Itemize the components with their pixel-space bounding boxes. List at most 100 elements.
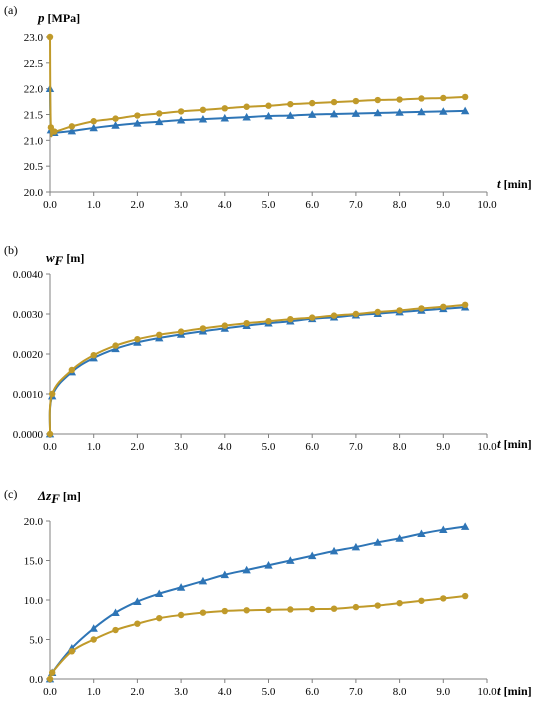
x-tick-label: 3.0 xyxy=(174,441,188,453)
triangle-marker xyxy=(286,556,295,564)
circle-marker xyxy=(418,305,425,312)
circle-marker xyxy=(265,102,272,109)
circle-marker xyxy=(90,352,97,359)
circle-marker xyxy=(287,316,294,323)
circle-marker xyxy=(199,106,207,114)
x-tick-label: 0.0 xyxy=(43,441,57,453)
triangle-marker xyxy=(67,126,77,135)
triangle-marker xyxy=(417,529,426,537)
x-tick-label: 1.0 xyxy=(87,686,101,698)
panel-a-ylabel: p [MPa] xyxy=(37,10,80,25)
triangle-marker xyxy=(329,546,339,555)
y-tick-label: 22.0 xyxy=(24,84,44,96)
triangle-marker xyxy=(439,525,448,534)
circle-marker xyxy=(156,614,163,622)
y-tick-label: 23.0 xyxy=(24,32,44,44)
panel-b: (b) wF [m] t [min] 0.0000 0.0010 0.0020 0.003… xyxy=(4,243,532,453)
circle-marker xyxy=(46,33,54,41)
y-tick-label: 21.5 xyxy=(24,110,44,122)
panel-c: (c) ΔzF [m] t [min] 0.0 5.0 10.0 15.0 20.0 0.0 1… xyxy=(4,487,532,698)
circle-marker xyxy=(440,595,447,602)
circle-marker xyxy=(287,100,294,108)
triangle-marker xyxy=(329,109,339,118)
x-tick-label: 10.0 xyxy=(477,199,497,211)
triangle-marker xyxy=(89,123,98,132)
x-tick-label: 6.0 xyxy=(305,441,319,453)
panel-c-ylabel: ΔzF [m] xyxy=(37,488,81,506)
circle-marker xyxy=(134,620,141,627)
triangle-marker xyxy=(176,115,186,124)
series-triangle-line xyxy=(48,306,466,435)
circle-marker xyxy=(243,320,250,327)
circle-marker xyxy=(46,430,54,438)
circle-marker xyxy=(68,123,76,130)
triangle-marker xyxy=(176,583,186,591)
panel-c-label: (c) xyxy=(4,487,17,501)
y-tick-label: 15.0 xyxy=(24,556,44,568)
triangle-marker xyxy=(133,597,142,605)
triangle-marker xyxy=(439,107,448,115)
circle-marker xyxy=(396,96,403,103)
y-tick-label: 21.0 xyxy=(24,135,44,147)
y-tick-label: 0.0000 xyxy=(13,429,44,441)
x-tick-label: 5.0 xyxy=(262,686,276,698)
x-tick-label: 0.0 xyxy=(43,199,57,211)
triangle-marker xyxy=(155,589,164,598)
circle-marker xyxy=(177,328,185,335)
triangle-marker xyxy=(111,121,120,129)
circle-marker xyxy=(199,609,207,616)
circle-marker xyxy=(112,626,119,634)
y-tick-label: 0.0 xyxy=(29,674,43,686)
x-tick-label: 4.0 xyxy=(218,686,232,698)
circle-marker xyxy=(221,607,228,615)
circle-marker xyxy=(156,331,163,338)
x-tick-label: 5.0 xyxy=(262,199,276,211)
x-tick-label: 2.0 xyxy=(131,199,145,211)
triangle-marker xyxy=(264,111,273,120)
y-tick-label: 20.0 xyxy=(24,516,44,528)
circle-marker xyxy=(265,606,272,614)
y-tick-label: 0.0020 xyxy=(13,349,44,361)
y-tick-label: 20.0 xyxy=(24,187,44,199)
x-tick-label: 9.0 xyxy=(436,441,450,453)
y-tick-label: 0.0030 xyxy=(13,309,44,321)
circle-marker xyxy=(352,97,360,105)
y-tick-label: 5.0 xyxy=(29,635,43,647)
triangle-marker xyxy=(155,117,164,126)
triangle-marker xyxy=(308,551,317,560)
circle-marker xyxy=(243,103,250,110)
x-tick-label: 7.0 xyxy=(349,441,363,453)
circle-marker xyxy=(51,128,58,135)
circle-marker xyxy=(418,597,425,604)
circle-marker xyxy=(461,301,469,308)
triangle-marker xyxy=(395,534,404,542)
circle-marker xyxy=(112,342,119,349)
circle-marker xyxy=(199,325,207,332)
circle-marker xyxy=(265,318,272,325)
circle-marker xyxy=(156,110,163,117)
triangle-marker xyxy=(220,570,229,579)
triangle-marker xyxy=(242,112,251,121)
x-tick-label: 1.0 xyxy=(87,441,101,453)
triangle-marker xyxy=(308,110,317,118)
circle-marker xyxy=(418,95,425,102)
x-tick-label: 2.0 xyxy=(131,686,145,698)
triangle-marker xyxy=(373,538,382,546)
circle-marker xyxy=(396,599,403,607)
panel-b-label: (b) xyxy=(4,243,18,257)
circle-marker xyxy=(440,94,447,102)
x-tick-label: 0.0 xyxy=(43,686,57,698)
y-tick-label: 0.0040 xyxy=(13,269,44,281)
circle-marker xyxy=(309,314,316,321)
circle-marker xyxy=(330,98,338,106)
x-tick-label: 7.0 xyxy=(349,686,363,698)
triangle-marker xyxy=(264,561,273,569)
x-tick-label: 5.0 xyxy=(262,441,276,453)
x-tick-label: 3.0 xyxy=(174,199,188,211)
x-tick-label: 3.0 xyxy=(174,686,188,698)
y-tick-label: 20.5 xyxy=(24,161,44,173)
circle-marker xyxy=(330,312,338,319)
triangle-marker xyxy=(220,113,229,122)
triangle-marker xyxy=(417,107,426,116)
